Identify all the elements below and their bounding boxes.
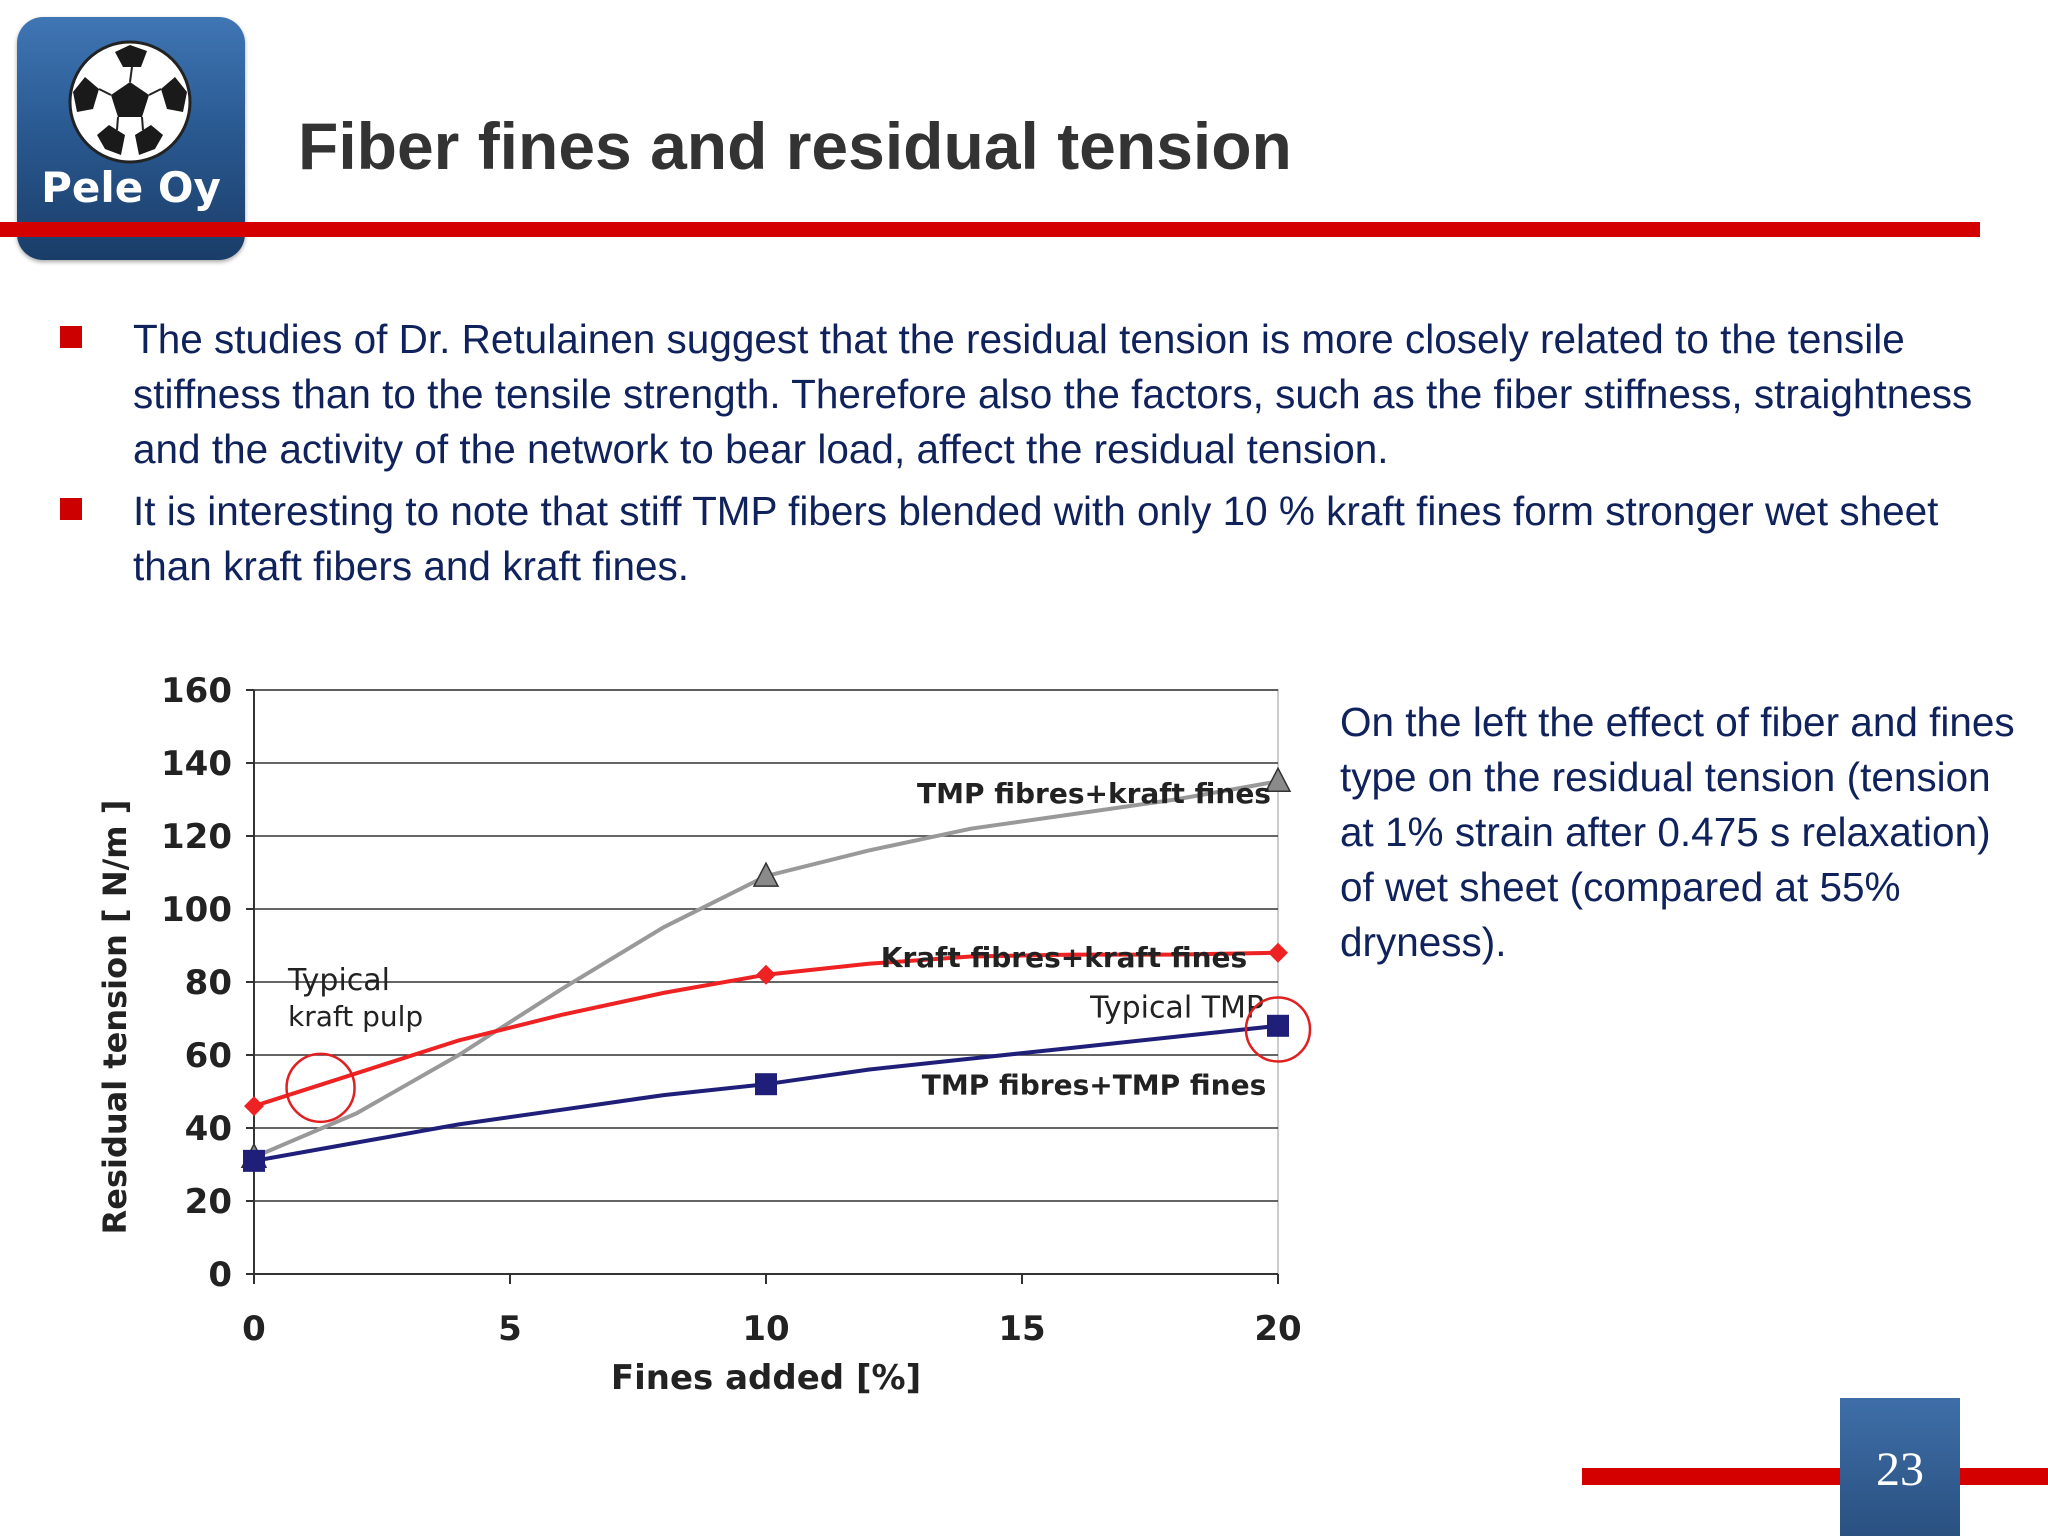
bullet-text-1: The studies of Dr. Retulainen suggest th… — [133, 316, 1973, 472]
bullet-marker — [60, 498, 82, 520]
series-label: Kraft fibres+kraft fines — [881, 941, 1247, 974]
highlight-circle — [285, 1052, 356, 1124]
series-label: TMP fibres+kraft fines — [917, 777, 1271, 810]
company-logo: Pele Oy — [17, 17, 245, 260]
highlight-circle — [1244, 996, 1312, 1063]
chart-caption: On the left the effect of fiber and fine… — [1340, 699, 2015, 965]
data-point-square — [1267, 1014, 1289, 1037]
x-axis-label: Fines added [%] — [611, 1358, 921, 1398]
y-tick-label: 120 — [161, 817, 232, 857]
x-tick-label: 15 — [998, 1309, 1045, 1349]
slide-title: Fiber fines and residual tension — [298, 109, 1292, 183]
series-label: TMP fibres+TMP fines — [922, 1069, 1267, 1102]
data-point-square — [243, 1149, 265, 1172]
footer-divider — [1582, 1468, 2048, 1485]
y-axis-label: Residual tension [ N/m ] — [96, 800, 134, 1235]
y-tick-label: 160 — [161, 671, 232, 711]
annotation-text: kraft pulp — [288, 1000, 423, 1033]
bullet-text-2: It is interesting to note that stiff TMP… — [133, 488, 1939, 589]
y-tick-label: 60 — [185, 1036, 232, 1076]
residual-tension-chart: 0 20 40 60 80 100 120 140 160 0 5 10 15 20 Fines added… — [90, 660, 1320, 1420]
title-divider — [0, 222, 1980, 237]
x-tick-label: 20 — [1254, 1309, 1301, 1349]
y-tick-label: 80 — [185, 963, 232, 1003]
y-tick-label: 20 — [185, 1182, 232, 1222]
soccer-ball-icon — [68, 40, 192, 164]
y-tick-label: 140 — [161, 744, 232, 784]
x-tick-label: 10 — [742, 1309, 789, 1349]
logo-text: Pele Oy — [41, 163, 221, 212]
data-point-diamond — [1268, 942, 1288, 963]
data-point-square — [755, 1073, 777, 1096]
data-point-diamond — [244, 1096, 264, 1117]
x-tick-label: 0 — [242, 1309, 266, 1349]
data-point-triangle — [752, 861, 780, 887]
annotation-text: Typical TMP — [1089, 991, 1264, 1026]
y-tick-label: 0 — [208, 1255, 232, 1295]
x-tick-label: 5 — [498, 1309, 522, 1349]
annotation-text: Typical — [287, 963, 390, 998]
y-tick-label: 40 — [185, 1109, 232, 1149]
data-point-triangle — [1264, 766, 1292, 792]
data-point-diamond — [756, 964, 776, 985]
chart-svg: 0 20 40 60 80 100 120 140 160 0 5 10 15 20 Fines added… — [96, 671, 1312, 1398]
bullet-marker — [60, 326, 82, 348]
page-number-box: 23 — [1840, 1398, 1960, 1536]
y-tick-label: 100 — [161, 890, 232, 930]
page-number: 23 — [1876, 1443, 1924, 1496]
